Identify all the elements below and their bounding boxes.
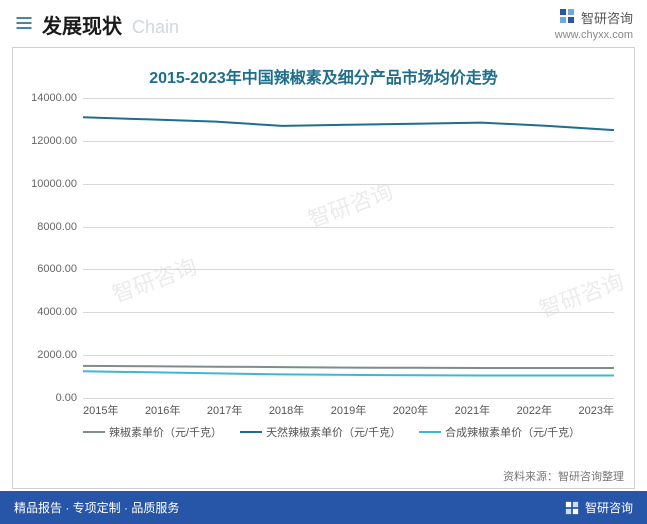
- brand-block: 智研咨询: [555, 8, 633, 27]
- y-tick-label: 12000.00: [31, 135, 83, 147]
- legend-item-natural: 天然辣椒素单价（元/千克）: [240, 424, 401, 440]
- grid-line: [83, 269, 614, 270]
- x-axis-labels: 2015年 2016年 2017年 2018年 2019年 2020年 2021年 2022年…: [83, 402, 614, 418]
- page-footer: 精品报告 · 专项定制 · 品质服务 智研咨询: [0, 491, 647, 524]
- series-natural: [83, 117, 614, 130]
- chart-lines: [83, 98, 614, 398]
- y-tick-label: 10000.00: [31, 178, 83, 190]
- chart-plot-area: 智研咨询 智研咨询 智研咨询 0.002000.004000.006000.00…: [83, 98, 614, 398]
- grid-line: [83, 141, 614, 142]
- legend-swatch-icon: [83, 431, 105, 433]
- chart-container: 2015-2023年中国辣椒素及细分产品市场均价走势 智研咨询 智研咨询 智研咨…: [12, 47, 635, 489]
- x-tick-label: 2020年: [393, 402, 428, 418]
- x-tick-label: 2022年: [517, 402, 552, 418]
- x-tick-label: 2023年: [579, 402, 614, 418]
- grid-line: [83, 98, 614, 99]
- legend-label: 天然辣椒素单价（元/千克）: [266, 424, 401, 440]
- series-capsaicin: [83, 366, 614, 368]
- chart-legend: 辣椒素单价（元/千克） 天然辣椒素单价（元/千克） 合成辣椒素单价（元/千克）: [83, 424, 614, 440]
- grid-line: [83, 398, 614, 399]
- brand-name: 智研咨询: [581, 8, 633, 27]
- y-tick-label: 0.00: [56, 392, 83, 404]
- x-tick-label: 2015年: [83, 402, 118, 418]
- x-tick-label: 2018年: [269, 402, 304, 418]
- y-tick-label: 8000.00: [37, 221, 83, 233]
- grid-line: [83, 312, 614, 313]
- y-tick-label: 4000.00: [37, 306, 83, 318]
- bars-icon: [14, 13, 34, 33]
- footer-brand: 智研咨询: [565, 499, 633, 516]
- x-tick-label: 2019年: [331, 402, 366, 418]
- brand-logo-icon: [559, 8, 575, 27]
- x-tick-label: 2016年: [145, 402, 180, 418]
- grid-line: [83, 227, 614, 228]
- y-tick-label: 2000.00: [37, 349, 83, 361]
- x-tick-label: 2017年: [207, 402, 242, 418]
- chart-title: 2015-2023年中国辣椒素及细分产品市场均价走势: [13, 64, 634, 88]
- page-header: 发展现状 Chain 智研咨询 www.chyxx.com: [0, 0, 647, 45]
- y-tick-label: 14000.00: [31, 92, 83, 104]
- legend-swatch-icon: [419, 431, 441, 433]
- y-tick-label: 6000.00: [37, 263, 83, 275]
- header-subtitle: Chain: [132, 17, 179, 38]
- header-title: 发展现状: [42, 10, 122, 39]
- legend-swatch-icon: [240, 431, 262, 433]
- x-tick-label: 2021年: [455, 402, 490, 418]
- footer-brand-name: 智研咨询: [585, 499, 633, 516]
- grid-line: [83, 184, 614, 185]
- legend-label: 辣椒素单价（元/千克）: [109, 424, 222, 440]
- footer-left-text: 精品报告 · 专项定制 · 品质服务: [14, 499, 179, 516]
- legend-label: 合成辣椒素单价（元/千克）: [445, 424, 580, 440]
- legend-item-synthetic: 合成辣椒素单价（元/千克）: [419, 424, 580, 440]
- legend-item-capsaicin: 辣椒素单价（元/千克）: [83, 424, 222, 440]
- grid-line: [83, 355, 614, 356]
- chart-source: 资料来源：智研咨询整理: [503, 468, 624, 484]
- brand-url: www.chyxx.com: [555, 29, 633, 41]
- series-synthetic: [83, 371, 614, 375]
